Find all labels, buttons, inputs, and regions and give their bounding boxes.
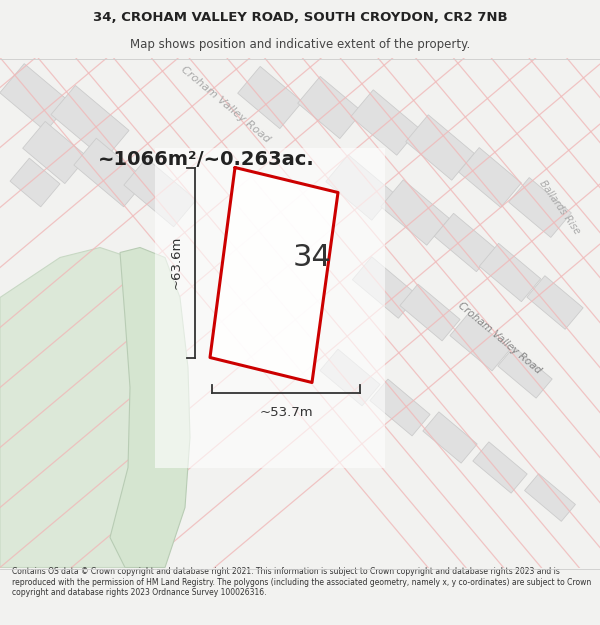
- Bar: [473, 442, 527, 493]
- Text: Map shows position and indicative extent of the property.: Map shows position and indicative extent…: [130, 38, 470, 51]
- Bar: [406, 115, 474, 180]
- Bar: [238, 66, 302, 129]
- Text: 34: 34: [293, 243, 331, 272]
- Bar: [458, 148, 521, 208]
- Bar: [450, 314, 510, 371]
- Bar: [498, 347, 552, 398]
- Text: Croham Valley Road: Croham Valley Road: [179, 64, 271, 144]
- Bar: [423, 412, 477, 463]
- Bar: [381, 180, 449, 245]
- Text: ~63.6m: ~63.6m: [170, 236, 183, 289]
- Text: 34, CROHAM VALLEY ROAD, SOUTH CROYDON, CR2 7NB: 34, CROHAM VALLEY ROAD, SOUTH CROYDON, C…: [92, 11, 508, 24]
- Bar: [326, 155, 394, 220]
- Bar: [434, 213, 496, 272]
- Bar: [527, 276, 583, 329]
- Bar: [370, 379, 430, 436]
- Bar: [124, 158, 196, 227]
- Bar: [400, 284, 460, 341]
- Polygon shape: [110, 248, 190, 568]
- Bar: [509, 177, 571, 238]
- Bar: [10, 158, 60, 207]
- Bar: [479, 243, 541, 302]
- Text: ~1066m²/~0.263ac.: ~1066m²/~0.263ac.: [98, 150, 315, 169]
- Text: Croham Valley Road: Croham Valley Road: [457, 300, 544, 375]
- Text: ~53.7m: ~53.7m: [259, 406, 313, 419]
- Bar: [23, 121, 88, 184]
- Bar: [352, 257, 418, 318]
- Bar: [320, 349, 380, 406]
- Bar: [351, 90, 419, 155]
- Text: Contains OS data © Crown copyright and database right 2021. This information is : Contains OS data © Crown copyright and d…: [12, 568, 591, 598]
- Bar: [155, 148, 385, 468]
- Bar: [74, 138, 146, 207]
- Bar: [524, 474, 575, 521]
- Bar: [51, 86, 129, 159]
- Bar: [298, 76, 362, 139]
- Polygon shape: [0, 248, 175, 568]
- Bar: [0, 64, 70, 131]
- Text: Ballards Rise: Ballards Rise: [538, 179, 582, 236]
- Polygon shape: [210, 168, 338, 382]
